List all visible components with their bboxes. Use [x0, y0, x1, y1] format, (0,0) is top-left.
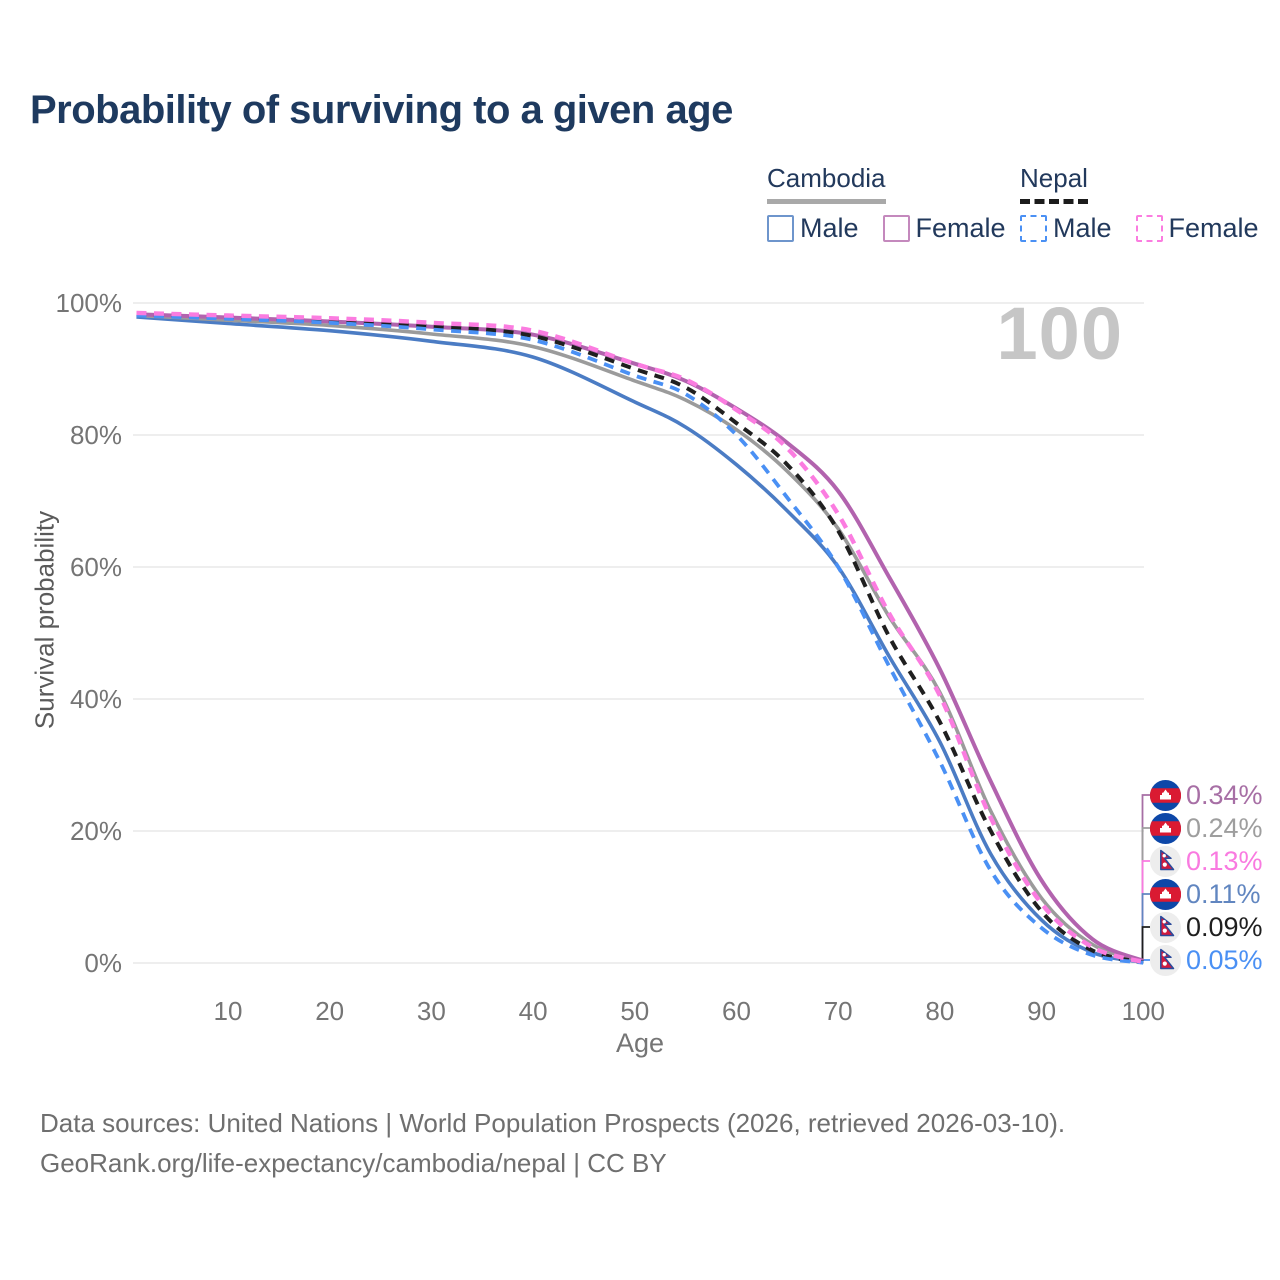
- x-tick-label: 90: [1027, 996, 1057, 1026]
- series-cambodia-male-line: [136, 315, 1144, 965]
- legend-nepal-header[interactable]: Nepal: [1020, 163, 1088, 204]
- end-value: 0.09%: [1186, 912, 1263, 942]
- x-tick-label: 100: [1121, 996, 1165, 1026]
- x-tick-label: 80: [925, 996, 955, 1026]
- legend-label: Male: [800, 213, 859, 243]
- legend-item-nepal-male[interactable]: Male: [1020, 213, 1112, 244]
- cambodia-female-swatch-icon: [882, 215, 910, 242]
- legend-item-cambodia-female[interactable]: Female: [882, 213, 1006, 244]
- end-label-cambodia-female: 0.34%: [1150, 779, 1263, 811]
- nepal-flag-icon: [1150, 845, 1181, 877]
- legend-item-cambodia-male[interactable]: Male: [767, 213, 859, 244]
- x-tick-label: 50: [620, 996, 650, 1026]
- nepal-flag-icon: [1150, 911, 1181, 943]
- legend-group-cambodia: Cambodia Male Female: [767, 163, 1006, 244]
- legend-label: Female: [915, 213, 1006, 243]
- x-tick-label: 10: [213, 996, 243, 1026]
- age-counter-watermark: 100: [996, 292, 1123, 375]
- data-source-note: Data sources: United Nations | World Pop…: [40, 1108, 1066, 1138]
- end-label-connector: [1141, 926, 1150, 963]
- series-cambodia-female-line: [136, 312, 1145, 963]
- series-cambodia-both-line: [136, 313, 1144, 964]
- end-label-connector: [1141, 893, 1150, 963]
- x-tick-label: 70: [823, 996, 853, 1026]
- cambodia-flag-icon: [1150, 812, 1181, 844]
- y-tick-label: 80%: [69, 420, 122, 450]
- end-value: 0.34%: [1186, 780, 1263, 810]
- y-tick-label: 60%: [69, 552, 122, 582]
- end-value: 0.05%: [1186, 945, 1263, 975]
- nepal-flag-icon: [1150, 944, 1181, 976]
- attribution-note: GeoRank.org/life-expectancy/cambodia/nep…: [40, 1148, 667, 1178]
- legend-item-nepal-female[interactable]: Female: [1135, 213, 1259, 244]
- legend-label: Female: [1168, 213, 1259, 243]
- end-value: 0.24%: [1186, 813, 1263, 843]
- x-axis-label: Age: [615, 1028, 665, 1058]
- x-tick-label: 20: [315, 996, 345, 1026]
- x-tick-label: 30: [416, 996, 446, 1026]
- end-label-cambodia-both: 0.24%: [1150, 812, 1263, 844]
- y-tick-label: 20%: [69, 816, 122, 846]
- nepal-male-swatch-icon: [1020, 215, 1047, 242]
- x-tick-label: 60: [722, 996, 751, 1026]
- cambodia-male-swatch-icon: [767, 215, 794, 242]
- end-label-connector: [1141, 860, 1150, 963]
- end-label-nepal-male: 0.05%: [1150, 944, 1263, 976]
- y-tick-label: 0%: [84, 948, 122, 978]
- end-label-connector: [1141, 794, 1150, 961]
- y-tick-label: 100%: [55, 288, 123, 318]
- cambodia-flag-icon: [1150, 779, 1181, 811]
- y-tick-label: 40%: [69, 684, 122, 714]
- end-label-nepal-female: 0.13%: [1150, 845, 1263, 877]
- legend-group-nepal: Nepal Male Female: [1020, 163, 1259, 244]
- end-value: 0.13%: [1186, 846, 1263, 876]
- x-tick-label: 40: [518, 996, 548, 1026]
- chart-title: Probability of surviving to a given age: [30, 88, 733, 132]
- end-value: 0.11%: [1186, 879, 1261, 909]
- nepal-female-swatch-icon: [1135, 215, 1163, 242]
- end-label-nepal-both: 0.09%: [1150, 911, 1263, 943]
- series-nepal-male-line: [136, 313, 1144, 965]
- series-nepal-both-line: [136, 312, 1144, 965]
- cambodia-flag-icon: [1150, 878, 1181, 910]
- end-label-cambodia-male: 0.11%: [1150, 878, 1261, 910]
- series-nepal-female-line: [136, 310, 1144, 965]
- legend-cambodia-header[interactable]: Cambodia: [767, 163, 886, 204]
- legend-label: Male: [1053, 213, 1112, 243]
